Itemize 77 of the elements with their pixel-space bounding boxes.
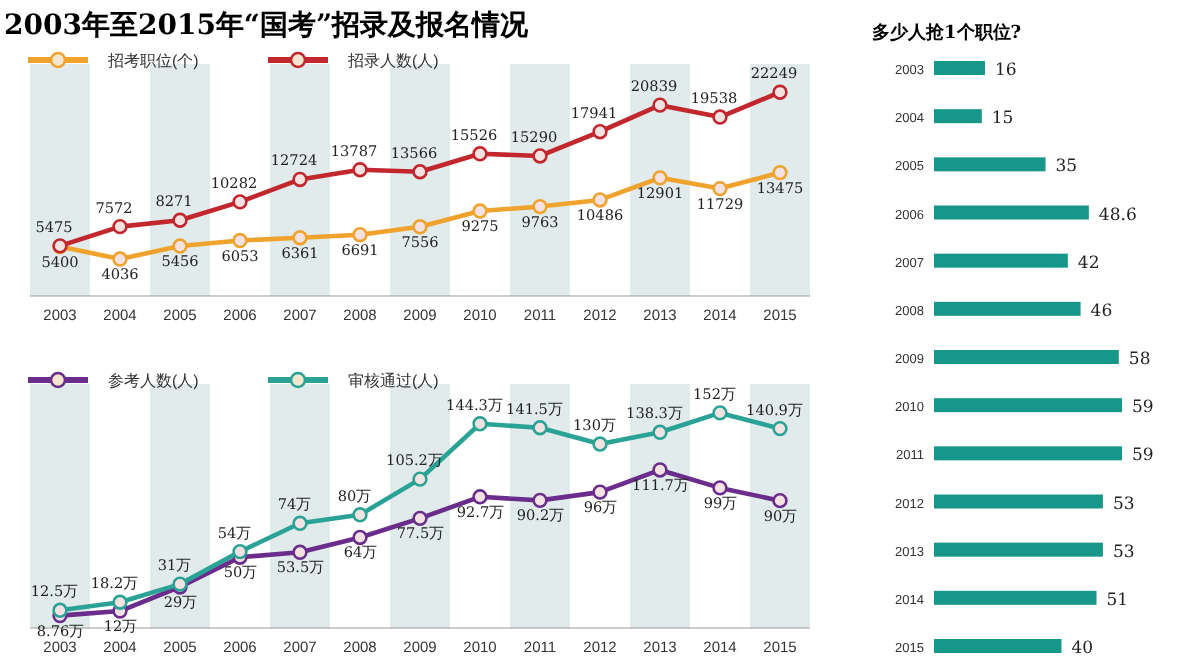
data-label: 42 bbox=[1077, 253, 1100, 274]
point bbox=[772, 164, 788, 181]
data-label: 16 bbox=[994, 61, 1017, 81]
point bbox=[472, 203, 488, 219]
point bbox=[712, 405, 728, 421]
bar bbox=[934, 542, 1103, 557]
bar bbox=[934, 109, 982, 124]
bar bbox=[934, 61, 985, 75]
point bbox=[532, 198, 548, 215]
point bbox=[472, 146, 488, 162]
legend-label: 审核通过(人) bbox=[348, 372, 440, 390]
data-label: 48.6 bbox=[1098, 205, 1137, 226]
bar bbox=[934, 639, 1062, 653]
bar bbox=[934, 350, 1119, 364]
chart-title: 多少人抢1个职位? bbox=[872, 22, 1022, 44]
point bbox=[112, 251, 128, 267]
point bbox=[412, 510, 428, 527]
legend-label: 参考人数(人) bbox=[108, 372, 200, 390]
legend-label: 招录人数(人) bbox=[346, 52, 440, 70]
point bbox=[712, 480, 728, 496]
point bbox=[412, 164, 428, 180]
point bbox=[232, 232, 248, 249]
point bbox=[472, 416, 488, 432]
point bbox=[532, 420, 548, 436]
bar bbox=[934, 590, 1097, 605]
point bbox=[292, 515, 308, 531]
point bbox=[592, 436, 608, 452]
point bbox=[232, 194, 248, 210]
point bbox=[232, 543, 248, 560]
point bbox=[472, 489, 488, 505]
point bbox=[352, 507, 368, 523]
point bbox=[412, 219, 428, 235]
bar bbox=[934, 157, 1046, 172]
point bbox=[652, 170, 668, 186]
point bbox=[112, 218, 128, 235]
bar bbox=[934, 446, 1122, 461]
data-label: 40 bbox=[1071, 639, 1094, 659]
point bbox=[292, 230, 308, 246]
data-label: 15 bbox=[991, 109, 1014, 130]
data-label: 35 bbox=[1055, 157, 1078, 178]
point bbox=[352, 162, 368, 178]
point bbox=[52, 602, 68, 619]
point bbox=[712, 109, 728, 125]
data-label: 46 bbox=[1090, 301, 1113, 322]
point bbox=[352, 529, 368, 546]
point bbox=[592, 484, 608, 500]
data-label: 53 bbox=[1112, 494, 1135, 515]
point bbox=[412, 471, 428, 487]
point bbox=[592, 192, 608, 208]
point bbox=[652, 97, 668, 113]
data-label: 59 bbox=[1132, 398, 1154, 419]
point bbox=[772, 84, 788, 100]
data-label: 51 bbox=[1106, 590, 1129, 611]
point bbox=[292, 171, 308, 188]
point bbox=[532, 492, 548, 509]
chart-title: 2003年至2015年“国考”招录及报名情况 bbox=[4, 10, 531, 42]
bar bbox=[934, 205, 1089, 220]
point bbox=[532, 148, 548, 164]
point bbox=[652, 424, 668, 440]
point bbox=[772, 420, 788, 437]
data-label: 53 bbox=[1112, 542, 1135, 563]
point bbox=[112, 594, 128, 610]
point bbox=[772, 492, 788, 509]
point bbox=[292, 544, 308, 560]
legend-label: 招考职位(个) bbox=[106, 52, 200, 70]
data-label: 58 bbox=[1128, 350, 1151, 370]
point bbox=[172, 238, 188, 254]
point bbox=[652, 462, 668, 478]
bar bbox=[934, 253, 1068, 268]
bar bbox=[934, 494, 1103, 509]
bar bbox=[934, 398, 1122, 413]
point bbox=[712, 180, 728, 197]
point bbox=[592, 123, 608, 140]
point bbox=[172, 212, 188, 228]
point bbox=[352, 227, 368, 243]
bar bbox=[934, 301, 1081, 316]
data-label: 59 bbox=[1132, 446, 1154, 467]
